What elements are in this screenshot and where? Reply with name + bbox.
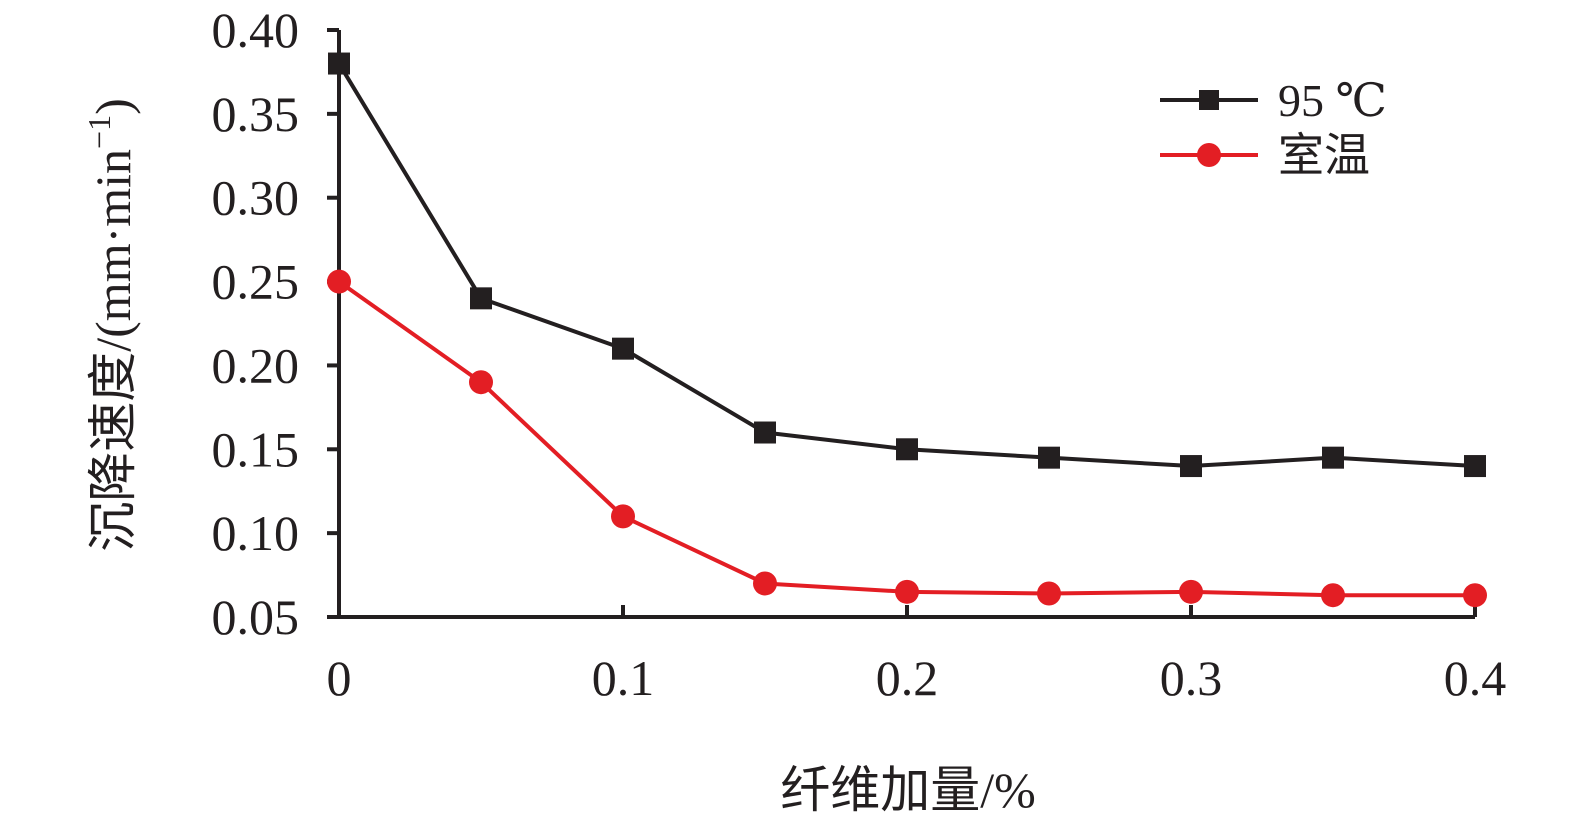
y-tick-label: 0.25	[212, 254, 300, 310]
data-point-square	[612, 337, 634, 360]
y-axis-title-close-paren: )	[85, 98, 141, 115]
x-tick-label: 0.2	[876, 650, 939, 706]
series-1	[328, 52, 1486, 478]
data-point-circle	[753, 571, 777, 596]
x-tick-label: 0.3	[1160, 650, 1223, 706]
y-axis-ticks: 0.05 0.10 0.15 0.20 0.25 0.30 0.35 0.40	[212, 2, 339, 645]
data-point-square	[1038, 446, 1060, 469]
y-tick-label: 0.05	[212, 589, 300, 645]
data-point-circle	[1463, 583, 1487, 608]
y-tick-label: 0.40	[212, 2, 300, 58]
data-point-circle	[1037, 581, 1061, 606]
data-point-square	[470, 287, 492, 310]
data-point-square	[1322, 446, 1344, 469]
legend: 95 ℃室温	[1160, 75, 1387, 181]
x-tick-label: 0	[327, 650, 352, 706]
legend-marker-square	[1199, 90, 1219, 110]
data-point-square	[328, 52, 350, 75]
y-axis-title: 沉降速度/(mm·min−1)	[81, 98, 141, 551]
data-point-circle	[1179, 579, 1203, 604]
legend-label: 95 ℃	[1278, 75, 1387, 126]
y-tick-label: 0.10	[212, 505, 300, 561]
x-tick-label: 0.4	[1444, 650, 1507, 706]
data-point-circle	[611, 504, 635, 529]
legend-item-1: 95 ℃	[1160, 75, 1387, 126]
y-axis-title-unit-exponent: −1	[81, 115, 117, 149]
y-tick-label: 0.35	[212, 86, 300, 142]
y-tick-label: 0.20	[212, 337, 300, 393]
y-tick-label: 0.30	[212, 170, 300, 226]
legend-item-2: 室温	[1160, 130, 1370, 181]
x-axis-ticks: 0 0.1 0.2 0.3 0.4	[327, 605, 1507, 706]
data-point-square	[754, 421, 776, 444]
data-point-circle	[1321, 583, 1345, 608]
data-point-circle	[469, 370, 493, 395]
legend-marker-circle	[1197, 143, 1221, 167]
data-point-square	[896, 438, 918, 461]
data-point-square	[1180, 455, 1202, 478]
y-axis-title-main: 沉降速度/(mm·min	[85, 149, 141, 552]
series-layer	[327, 52, 1487, 608]
x-axis-title: 纤维加量/%	[780, 762, 1036, 818]
data-point-square	[1464, 455, 1486, 478]
legend-label: 室温	[1278, 130, 1370, 181]
data-point-circle	[895, 579, 919, 604]
series-2	[327, 269, 1487, 608]
x-tick-label: 0.1	[592, 650, 655, 706]
y-tick-label: 0.15	[212, 421, 300, 477]
data-point-circle	[327, 269, 351, 294]
